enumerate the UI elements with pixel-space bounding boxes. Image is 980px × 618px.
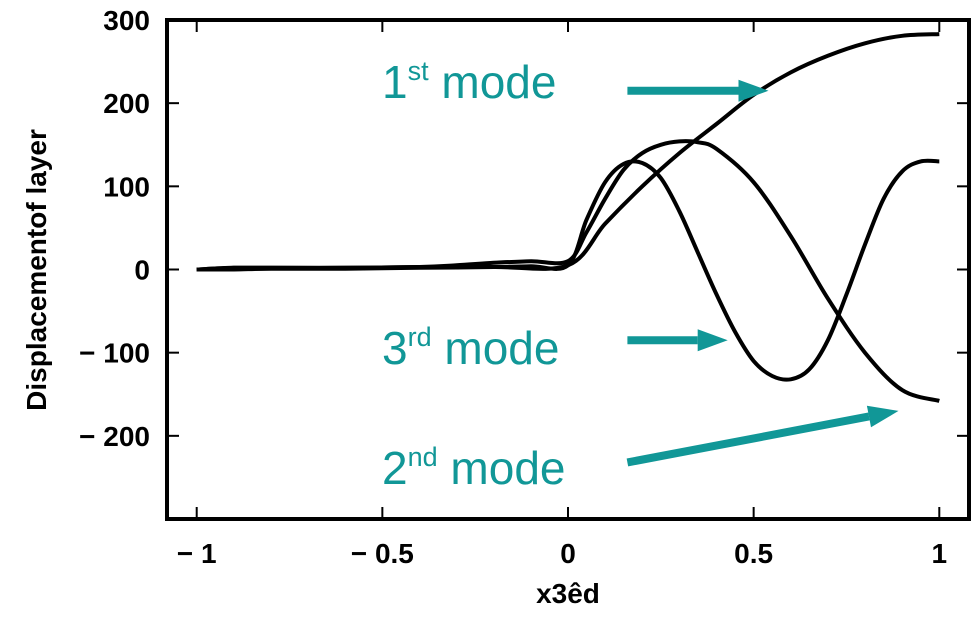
annotation-arrow-shaft-3 bbox=[626, 412, 870, 467]
y-tick-label: − 100 bbox=[79, 338, 150, 369]
series-line-3 bbox=[196, 158, 940, 382]
x-tick-label: 0.5 bbox=[734, 538, 773, 569]
annotation-number: 3 bbox=[382, 322, 408, 374]
annotation-superscript: st bbox=[408, 56, 430, 86]
annotation-mode-word: mode bbox=[438, 442, 566, 494]
y-tick-label: − 200 bbox=[79, 421, 150, 452]
annotation-arrow-head-3 bbox=[866, 405, 899, 428]
x-tick-label: − 1 bbox=[177, 538, 217, 569]
annotation-arrow-head-1 bbox=[738, 79, 769, 102]
ticks-group: − 1 − 0.5 0 0.5 1 300 200 100 0 − 100 − 200 bbox=[79, 5, 969, 569]
y-tick-label: 200 bbox=[103, 88, 150, 119]
series-line-1 bbox=[196, 32, 940, 272]
annotation-label-3: 2nd mode bbox=[382, 442, 566, 494]
y-tick-label: 100 bbox=[103, 171, 150, 202]
annotation-mode-word: mode bbox=[429, 56, 557, 108]
x-tick-label: − 0.5 bbox=[351, 538, 414, 569]
series-group bbox=[196, 32, 940, 403]
annotation-number: 2 bbox=[382, 442, 408, 494]
annotation-arrow-head-2 bbox=[697, 329, 728, 352]
x-tick-label: 1 bbox=[932, 538, 948, 569]
x-tick-label: 0 bbox=[560, 538, 576, 569]
annotation-superscript: nd bbox=[408, 442, 438, 472]
series-line-2 bbox=[196, 139, 940, 403]
annotation-superscript: rd bbox=[408, 322, 432, 352]
y-tick-label: 300 bbox=[103, 5, 150, 36]
annotation-number: 1 bbox=[382, 56, 408, 108]
x-axis-title: x3êd bbox=[536, 578, 600, 609]
annotation-label-1: 1st mode bbox=[382, 56, 556, 108]
y-tick-label: 0 bbox=[134, 255, 150, 286]
y-axis-title: Displacementof layer bbox=[21, 129, 52, 411]
annotation-mode-word: mode bbox=[432, 322, 560, 374]
annotation-label-2: 3rd mode bbox=[382, 322, 559, 374]
